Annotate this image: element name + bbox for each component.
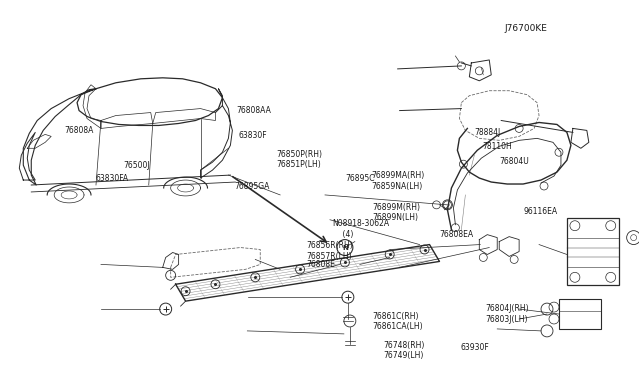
Text: 96116EA: 96116EA [524, 208, 558, 217]
Text: 78110H: 78110H [483, 142, 512, 151]
Text: N08918-3062A
    (4): N08918-3062A (4) [333, 219, 390, 238]
Text: N: N [342, 244, 348, 250]
Text: 76895C: 76895C [346, 174, 375, 183]
Text: 76808AA: 76808AA [236, 106, 271, 115]
Text: 76500J: 76500J [124, 161, 150, 170]
Text: 63830FA: 63830FA [96, 174, 129, 183]
Text: 76899MA(RH)
76859NA(LH): 76899MA(RH) 76859NA(LH) [371, 171, 424, 190]
Text: 78884J: 78884J [474, 128, 500, 137]
Text: 63930F: 63930F [460, 343, 489, 352]
Text: 76808EA: 76808EA [440, 230, 474, 238]
Text: 76808E: 76808E [306, 260, 335, 269]
Text: 76748(RH)
76749(LH): 76748(RH) 76749(LH) [384, 341, 425, 360]
Text: 76895GA: 76895GA [234, 182, 269, 191]
Text: 76856R(RH)
76857R(LH): 76856R(RH) 76857R(LH) [306, 241, 353, 261]
Text: J76700KE: J76700KE [505, 23, 548, 32]
Text: 76804U: 76804U [500, 157, 529, 166]
Text: 76899M(RH)
76899N(LH): 76899M(RH) 76899N(LH) [372, 203, 420, 222]
Bar [567, 218, 619, 285]
Text: 76808A: 76808A [64, 126, 93, 135]
Text: 63830F: 63830F [239, 131, 267, 140]
Bar [559, 299, 601, 329]
Text: 76861C(RH)
76861CA(LH): 76861C(RH) 76861CA(LH) [372, 311, 423, 331]
Text: 76850P(RH)
76851P(LH): 76850P(RH) 76851P(LH) [276, 150, 323, 169]
Text: 76804J(RH)
76803J(LH): 76804J(RH) 76803J(LH) [486, 304, 529, 324]
